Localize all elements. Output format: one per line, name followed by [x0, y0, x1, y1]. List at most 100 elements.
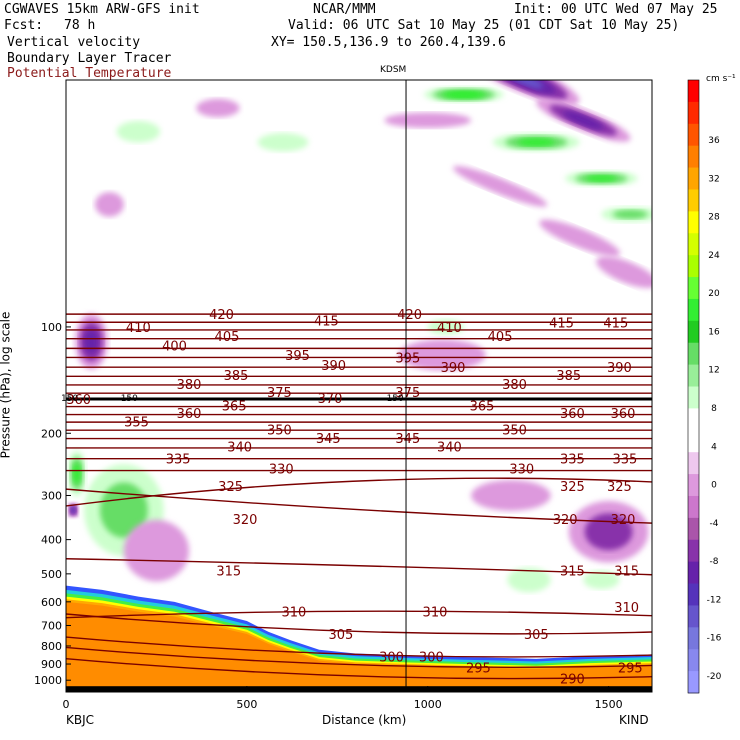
org-label: NCAR/MMM [313, 2, 376, 17]
isentrope-label: 310 [423, 606, 448, 621]
isentrope-label: 315 [614, 565, 639, 580]
vertical-velocity-field [67, 80, 652, 593]
isentrope-label: 390 [441, 361, 466, 376]
colorbar-swatch [688, 298, 699, 322]
isentrope-label: 400 [162, 340, 187, 355]
isentrope-label: 300 [379, 651, 404, 666]
forecast-hour: 78 h [64, 18, 96, 33]
isentrope-label: 385 [224, 369, 249, 384]
isentrope-label: 415 [603, 316, 628, 331]
velocity-blob [196, 98, 240, 118]
isentrope-label: 410 [126, 321, 151, 336]
colorbar-label: 12 [708, 366, 719, 376]
isentrope-line [66, 657, 652, 680]
isentrope-label: 305 [524, 628, 549, 643]
y-tick-label: 200 [41, 427, 62, 440]
velocity-blob [72, 463, 81, 484]
colorbar-swatch [688, 167, 699, 190]
isentrope-label: 370 [318, 392, 343, 407]
isentrope-label: 375 [267, 386, 292, 401]
isentrope-line [66, 636, 652, 658]
isentrope-label: 410 [437, 321, 462, 336]
colorbar-swatch [688, 386, 699, 409]
colorbar-swatch [688, 474, 699, 497]
velocity-blob [471, 480, 551, 511]
velocity-blob [398, 339, 486, 371]
isentrope-label: 305 [328, 628, 353, 643]
colorbar-swatch [688, 255, 699, 278]
isentrope-line [66, 488, 652, 524]
colorbar-label: 28 [708, 213, 720, 223]
velocity-blob [450, 92, 478, 98]
x-tick-label: 1500 [595, 698, 623, 711]
velocity-blob [71, 507, 76, 513]
isentrope-label: 350 [502, 423, 527, 438]
isentrope-label: 350 [267, 423, 292, 438]
velocity-blob [563, 111, 604, 130]
model-title: CGWAVES 15km ARW-GFS init [4, 2, 200, 17]
isentrope-label: 340 [437, 440, 462, 455]
isentrope-label: 365 [470, 400, 495, 415]
colorbar-swatch [688, 649, 699, 672]
y-tick-label: 700 [41, 619, 62, 632]
colorbar-swatch [688, 123, 699, 147]
isentrope-label: 390 [321, 359, 346, 374]
isentrope-label: 345 [316, 432, 341, 447]
isentrope-label: 335 [612, 453, 637, 468]
isentrope-label: 325 [560, 480, 585, 495]
isentrope-label: 315 [216, 565, 241, 580]
isentrope-label: 320 [233, 513, 258, 528]
isentrope-label: 355 [124, 415, 149, 430]
colorbar: 36 32 28 24 20 16 12 8 4 0 -4 -8 -12 -16 -20 [687, 79, 722, 694]
colorbar-label: -8 [710, 557, 719, 567]
velocity-blob [94, 192, 124, 217]
velocity-blob [453, 166, 548, 207]
colorbar-label: 24 [708, 251, 720, 261]
isentrope-label: 335 [166, 453, 191, 468]
colorbar-swatch [688, 80, 699, 103]
colorbar-label: 4 [711, 442, 717, 452]
colorbar-label: 32 [708, 174, 719, 184]
colorbar-frame [687, 79, 700, 694]
isentrope-label: 325 [607, 480, 632, 495]
isentrope-label: 310 [614, 601, 639, 616]
velocity-blob [507, 567, 551, 593]
y-tick-label: 1000 [34, 674, 62, 687]
cross-section-endpoints: XY= 150.5,136.9 to 260.4,139.6 [271, 35, 506, 50]
colorbar-swatch [688, 671, 699, 694]
velocity-blob [384, 112, 472, 128]
y-tick-label: 300 [41, 489, 62, 502]
velocity-blob [583, 570, 620, 590]
isentrope-label: 395 [285, 349, 310, 364]
colorbar-swatch [688, 539, 699, 563]
y-tick-label: 600 [41, 596, 62, 609]
colorbar-label: 36 [708, 136, 720, 146]
x-left-station: KBJC [66, 713, 95, 727]
isentrope-label: 320 [611, 513, 636, 528]
isentrope-label: 360 [177, 407, 202, 422]
isentrope-label: 295 [618, 661, 643, 676]
isentrope-labels: 420 415 420 410 405 400 395 390 385 380 375 370 365 3… [61, 308, 643, 688]
colorbar-swatch [688, 320, 699, 344]
x-tick-label: 0 [63, 698, 70, 711]
colorbar-swatch [688, 517, 699, 541]
field-vertical-velocity: Vertical velocity [7, 35, 141, 50]
isentrope-label: 380 [502, 378, 527, 393]
station-marker-label: KDSM [380, 65, 407, 75]
isentrope-label: 300 [419, 651, 444, 666]
isentrope-label: 380 [177, 378, 202, 393]
x-right-station: KIND [619, 713, 649, 727]
velocity-blob [257, 133, 309, 152]
isentrope-label: 360 [560, 407, 585, 422]
plot-frame [65, 79, 653, 693]
colorbar-label: -20 [707, 672, 722, 682]
isentrope-label: 340 [227, 440, 252, 455]
forecast-label: Fcst: [4, 18, 44, 33]
isentrope-label: 330 [509, 463, 534, 478]
colorbar-swatch [688, 189, 699, 212]
velocity-blob [84, 329, 99, 354]
isentrope-label: 290 [560, 673, 585, 688]
colorbar-label: 0 [711, 481, 717, 491]
potential-temperature-contours [66, 313, 652, 680]
isentrope-label: 395 [395, 351, 420, 366]
